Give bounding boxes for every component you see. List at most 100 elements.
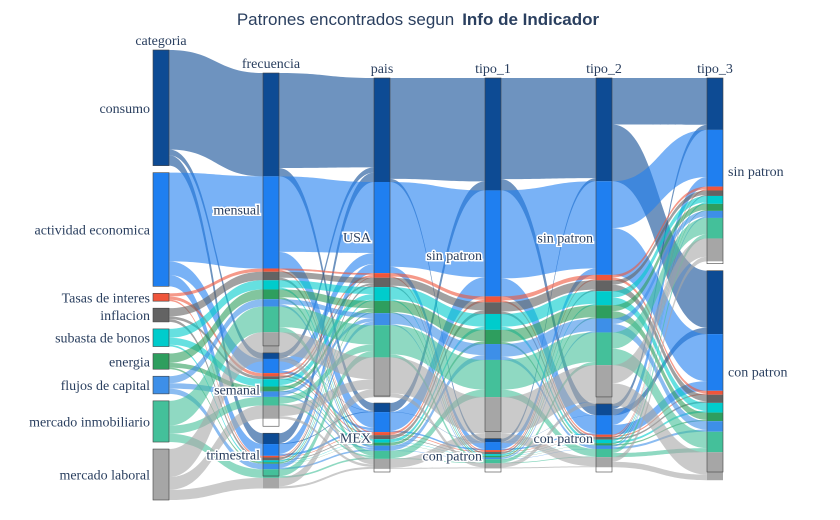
bar-pais-mex[interactable] xyxy=(373,402,391,473)
bar-segment-inflacion xyxy=(485,452,501,455)
bar-segment-energia xyxy=(263,289,279,300)
bar-segment-actividad-economica xyxy=(263,358,279,374)
bar-tipo-2-sin-patron[interactable] xyxy=(595,77,613,406)
bar-segment-actividad-economica xyxy=(485,442,501,451)
flow-flujos-de-capital-0-1 xyxy=(169,383,263,397)
bar-segment-flujos-de-capital xyxy=(485,344,501,360)
flow-subasta-de-bonos-1-1 xyxy=(279,442,374,463)
flow-mercado-laboral-0-2 xyxy=(169,477,263,500)
flow-actividad-economica-0-0 xyxy=(169,172,263,269)
flow-consumo-4-0 xyxy=(612,78,707,125)
bar-categoria-inflacion[interactable] xyxy=(152,307,170,323)
bar-frecuencia-trimestral[interactable] xyxy=(262,432,280,489)
flow-mercado-inmobiliario-1-1 xyxy=(279,403,374,458)
bar-frecuencia-mensual[interactable] xyxy=(262,72,280,362)
bar-segment-mercado-laboral xyxy=(374,357,390,398)
flow-subasta-de-bonos-1-0 xyxy=(279,280,374,294)
bar-segment-inflacion xyxy=(707,190,723,196)
flow-mercado-inmobiliario-1-0 xyxy=(279,306,374,345)
bar-categoria-subasta-de-bonos[interactable] xyxy=(152,328,170,347)
category-label-categoria-inflacion: inflacion xyxy=(100,309,150,324)
flow-consumo-0-2 xyxy=(169,155,263,445)
flow-inflacion-1-1 xyxy=(279,438,374,461)
bar-segment-consumo xyxy=(707,270,723,335)
flow-energia-1-1 xyxy=(279,390,374,446)
flow-mercado-inmobiliario-3-1 xyxy=(501,389,596,457)
bar-segment-inflacion xyxy=(707,394,723,403)
bar-outline xyxy=(706,77,724,264)
category-label-pais-mex: MEX xyxy=(340,432,371,447)
chart-title-prefix: Patrones encontrados segun xyxy=(237,10,454,29)
flow-inflacion-2-1 xyxy=(390,438,485,455)
bar-segment-mercado-laboral xyxy=(596,365,612,406)
bar-segment-tasas-de-interes xyxy=(263,373,279,377)
bar-segment-energia xyxy=(374,300,390,314)
bar-segment-mercado-inmobiliario xyxy=(707,431,723,453)
category-label-tipo-3-con-patron: con patron xyxy=(728,365,787,380)
bar-tipo-1-con-patron[interactable] xyxy=(484,438,502,473)
category-label-tipo-1-sin-patron: sin patron xyxy=(426,249,482,264)
bar-tipo-2-con-patron[interactable] xyxy=(595,403,613,473)
flow-actividad-economica-1-0 xyxy=(279,253,374,371)
bar-categoria-flujos-de-capital[interactable] xyxy=(152,375,170,395)
flow-inflacion-3-0 xyxy=(501,280,596,312)
bar-segment-consumo xyxy=(596,78,612,182)
flow-consumo-3-1 xyxy=(501,415,596,443)
bar-segment-subasta-de-bonos xyxy=(263,460,279,463)
flow-mercado-inmobiliario-2-0 xyxy=(390,325,485,390)
flow-tasas-de-interes-4-1 xyxy=(612,277,707,394)
bar-outline xyxy=(595,77,613,398)
flow-energia-4-0 xyxy=(612,209,707,445)
bar-segment-inflacion xyxy=(596,436,612,440)
bar-tipo-1-sin-patron[interactable] xyxy=(484,77,502,444)
bar-categoria-mercado-inmobiliario[interactable] xyxy=(152,400,170,443)
flow-flujos-de-capital-1-1 xyxy=(279,395,374,450)
bar-frecuencia-semanal[interactable] xyxy=(262,352,280,427)
bar-segment-actividad-economica xyxy=(596,181,612,275)
flow-subasta-de-bonos-4-0 xyxy=(612,195,707,298)
bar-tipo-3-sin-patron[interactable] xyxy=(706,77,724,264)
flow-tasas-de-interes-1-1 xyxy=(279,434,374,458)
bar-segment-energia xyxy=(596,443,612,446)
flow-mercado-laboral-4-0 xyxy=(612,238,707,384)
flow-subasta-de-bonos-1-0 xyxy=(279,299,374,462)
bar-categoria-tasas-de-interes[interactable] xyxy=(152,293,170,302)
bar-segment-energia xyxy=(707,412,723,422)
flow-mercado-laboral-1-0 xyxy=(279,379,374,417)
flow-mercado-inmobiliario-0-0 xyxy=(169,306,263,426)
flow-mercado-laboral-2-1 xyxy=(390,393,485,468)
bar-segment-actividad-economica xyxy=(374,181,390,274)
bar-categoria-mercado-laboral[interactable] xyxy=(152,448,170,501)
flow-mercado-inmobiliario-4-0 xyxy=(612,217,707,349)
flow-flujos-de-capital-4-0 xyxy=(612,210,707,325)
category-label-categoria-flujos-de-capital: flujos de capital xyxy=(61,379,151,394)
flow-mercado-laboral-1-1 xyxy=(279,355,374,465)
bar-segment-inflacion xyxy=(485,302,501,314)
flow-mercado-inmobiliario-2-1 xyxy=(390,458,485,464)
flow-actividad-economica-1-0 xyxy=(279,176,374,254)
bar-tipo-3-con-patron[interactable] xyxy=(706,270,724,481)
flow-mercado-laboral-0-0 xyxy=(169,332,263,478)
bar-segment-consumo xyxy=(263,433,279,445)
bar-pais-usa[interactable] xyxy=(373,77,391,398)
bar-segment-subasta-de-bonos xyxy=(596,291,612,306)
bar-categoria-consumo[interactable] xyxy=(152,49,170,166)
bar-segment-flujos-de-capital xyxy=(596,318,612,333)
flow-subasta-de-bonos-2-0 xyxy=(390,287,485,327)
bar-segment-energia xyxy=(263,462,279,464)
flow-energia-2-0 xyxy=(390,300,485,342)
bar-categoria-energia[interactable] xyxy=(152,353,170,370)
bar-segment-consumo xyxy=(263,73,279,177)
flow-mercado-inmobiliario-4-1 xyxy=(612,348,707,449)
flow-mercado-laboral-1-0 xyxy=(279,332,374,380)
bar-segment-mercado-laboral xyxy=(263,405,279,419)
category-bars xyxy=(152,49,724,501)
bar-categoria-actividad-economica[interactable] xyxy=(152,172,170,287)
bar-segment-inflacion xyxy=(596,280,612,292)
bar-segment-consumo xyxy=(707,78,723,130)
bar-segment-subasta-de-bonos xyxy=(485,454,501,456)
bar-segment-flujos-de-capital xyxy=(263,299,279,307)
category-label-frecuencia-trimestral: trimestral xyxy=(206,449,260,464)
flow-consumo-3-0 xyxy=(501,78,596,180)
